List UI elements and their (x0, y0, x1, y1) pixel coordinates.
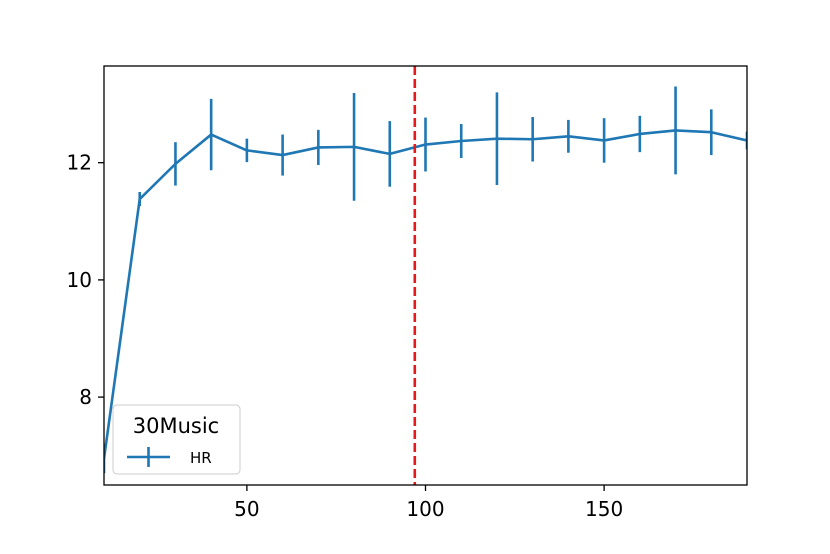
y-tick-label: 10 (67, 268, 92, 292)
x-tick-label: 50 (234, 497, 259, 521)
plot-layer (104, 66, 747, 485)
legend: 30Music HR (112, 404, 241, 475)
y-tick-label: 8 (79, 385, 92, 409)
y-tick-label: 12 (67, 151, 92, 175)
legend-label-hr: HR (190, 449, 212, 467)
x-tick-label: 150 (585, 497, 623, 521)
x-tick-label: 100 (406, 497, 444, 521)
ticks-layer: 50 100 150 8 10 12 (67, 151, 624, 521)
legend-title: 30Music (133, 414, 219, 438)
